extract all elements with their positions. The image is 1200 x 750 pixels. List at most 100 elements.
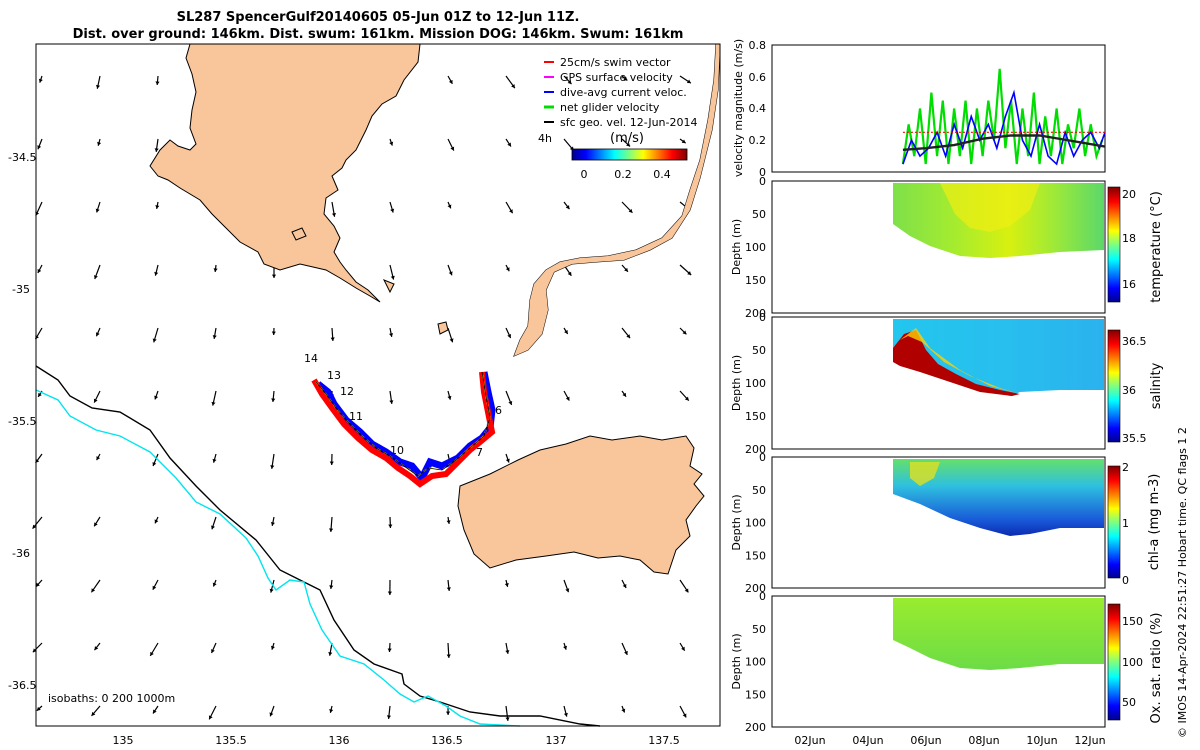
velocity-arrowhead [507,142,511,147]
chl-cbtick: 1 [1122,517,1129,530]
velocity-arrowhead [448,79,453,84]
velocity-arrowhead [96,456,101,461]
depth-ylabel: Depth (m) [730,219,743,275]
map-xtick: 135 [113,734,134,747]
velocity-arrowhead [505,458,510,463]
islet-1 [437,321,449,335]
velocity-arrowhead [565,396,570,401]
velocity-arrowhead [449,338,454,343]
velocity-arrowhead [150,651,154,656]
velocity-arrowhead [94,522,98,527]
velocity-arrowhead [208,715,213,720]
map-xtick: 137.5 [648,734,680,747]
velocity-arrowhead [504,583,509,587]
velocity-arrowhead [505,650,510,654]
salinity-section: 35.5 36 36.5 salinity [771,316,1164,450]
velocity-arrowhead [271,398,276,402]
depth-ytick: 0 [759,311,766,324]
velocity-arrowhead [387,591,392,595]
velocity-arrowhead [269,588,274,593]
depth-ylabel: Depth (m) [730,633,743,689]
temperature-warm-streaks [940,183,1040,232]
velocity-arrowhead [508,400,513,405]
velocity-arrowhead [387,648,392,652]
velocity-arrowhead [154,395,159,400]
velocity-arrowhead [628,208,633,213]
map-xtick: 137 [546,734,567,747]
velocity-arrowhead [624,267,628,272]
velocity-arrowhead [447,204,452,209]
velocity-arrowhead [95,84,101,89]
ox-cbtick: 50 [1122,696,1136,709]
velocity-arrowhead [97,141,102,146]
time-xtick: 02Jun [794,734,825,747]
velocity-arrowhead [155,81,160,85]
velocity-arrowhead [270,465,275,469]
track-swim-red [311,371,496,488]
map-panel: 14 13 12 11 10 7 6 25cm/s swim vector GP… [8,43,721,747]
velocity-arrowhead [681,139,686,144]
depth-ytick: 150 [745,274,766,287]
map-y-axis: -34.5 -35 -35.5 -36 -36.5 [8,151,36,692]
chlorophyll-section: 0 1 2 chl-a (mg m-3) [771,456,1162,589]
chl-cbtick: 2 [1122,461,1129,474]
ox-cbtick: 100 [1122,656,1143,669]
temperature-section: 16 18 20 temperature (°C) [771,180,1164,314]
depth-ylabel: Depth (m) [730,494,743,550]
track-day-label: 11 [349,410,363,423]
depth-ytick: 150 [745,688,766,701]
velocity-arrowhead [37,145,42,150]
velocity-arrowhead [450,146,455,151]
temp-cbtick: 20 [1122,188,1136,201]
velocity-arrowhead [507,334,512,338]
ox-cbtick: 150 [1122,615,1143,628]
velocity-arrowhead [509,209,513,214]
map-xtick: 136 [329,734,350,747]
salinity-edge [900,328,1020,394]
depth-ylabel: Depth (m) [730,355,743,411]
velocity-arrowhead [329,709,334,713]
colorbar-prefix: 4h [538,132,552,145]
yorke-peninsula-fill [514,44,720,356]
velocity-series-line [902,89,1106,166]
legend-label: sfc geo. vel. 12-Jun-2014 [560,116,697,129]
velocity-arrowhead [37,268,42,273]
velocity-arrowhead [152,709,157,714]
chlorophyll-field [893,459,1104,536]
velocity-arrowhead [211,525,215,530]
land [149,43,721,575]
depth-ytick: 0 [759,590,766,603]
velocity-arrowhead [271,331,276,335]
velocity-arrowhead [389,333,394,337]
track-day-label: 7 [476,446,483,459]
velocity-arrowhead [390,208,395,213]
legend-label: dive-avg current veloc. [560,86,687,99]
depth-ytick: 0 [759,451,766,464]
depth-ytick: 100 [745,377,766,390]
velocity-arrowhead [447,395,452,400]
vel-ylabel: velocity magnitude (m/s) [732,39,745,177]
depth-ytick: 50 [752,344,766,357]
velocity-arrowhead [94,646,99,651]
track-line [315,371,491,477]
track-day-label: 12 [340,385,354,398]
map-ytick: -35 [12,283,30,296]
velocity-arrowhead [154,148,159,152]
depth-ytick: 200 [745,721,766,734]
velocity-arrowhead [329,528,334,532]
vel-ytick: 0.4 [749,102,767,115]
colorbar-tick: 0 [581,168,588,181]
legend-label: 25cm/s swim vector [560,56,671,69]
velocity-arrowhead [154,271,159,276]
velocity-arrowhead [563,645,568,650]
velocity-arrowhead [212,458,217,463]
time-axis: 02Jun 04Jun 06Jun 08Jun 10Jun 12Jun [794,734,1105,747]
velocity-arrowhead [93,398,98,403]
velocity-arrowhead [211,401,216,406]
glider-track: 14 13 12 11 10 7 6 [304,352,502,488]
velocity-arrowhead [95,208,100,213]
velocity-arrowhead [212,335,217,339]
depth-ytick: 100 [745,656,766,669]
oxygen-field [893,598,1104,670]
